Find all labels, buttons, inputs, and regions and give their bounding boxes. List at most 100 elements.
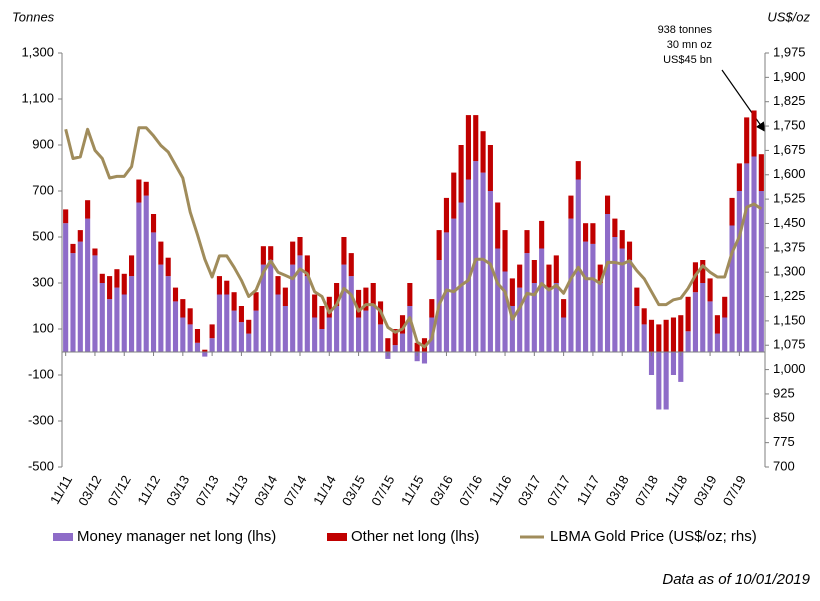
y2-tick-label: 700: [773, 458, 795, 473]
legend-label: Money manager net long (lhs): [77, 528, 276, 545]
bar: [429, 299, 435, 318]
y2-tick-label: 1,825: [773, 93, 806, 108]
bar: [319, 329, 325, 352]
footnote: Data as of 10/01/2019: [662, 571, 810, 588]
bar: [736, 163, 742, 191]
bar: [312, 317, 318, 352]
y2-tick-label: 1,300: [773, 264, 806, 279]
bar: [172, 301, 179, 352]
y-tick-label: 900: [32, 136, 54, 151]
bar: [465, 179, 471, 352]
bar: [172, 287, 179, 302]
bar: [99, 273, 105, 283]
bar: [224, 294, 230, 352]
bar: [443, 197, 450, 233]
bar: [187, 308, 193, 325]
x-tick-label: 03/13: [163, 473, 192, 509]
bar: [231, 292, 237, 311]
bar: [678, 315, 684, 352]
bar: [612, 218, 618, 237]
bar: [107, 299, 113, 352]
bar: [238, 306, 244, 323]
bar: [414, 352, 420, 362]
bar: [670, 317, 677, 352]
bar: [363, 287, 369, 311]
bar: [487, 191, 493, 352]
bar: [634, 306, 640, 352]
x-tick-label: 07/14: [280, 473, 309, 509]
bar: [370, 306, 376, 352]
bar: [648, 319, 655, 352]
bar: [517, 287, 523, 352]
annotation-arrow: [721, 69, 766, 132]
bar: [722, 296, 728, 318]
bar: [392, 345, 398, 352]
bar: [121, 294, 127, 352]
bar: [85, 200, 91, 219]
bar: [194, 329, 201, 343]
bar: [509, 278, 515, 306]
bar: [692, 292, 698, 352]
bar: [304, 255, 310, 277]
bar: [304, 276, 310, 352]
bar: [136, 179, 142, 203]
y-tick-label: -300: [28, 412, 54, 427]
bar: [465, 115, 471, 180]
bar: [612, 237, 618, 352]
y-tick-label: 1,100: [21, 90, 54, 105]
bar: [268, 246, 274, 260]
bar: [165, 276, 171, 352]
x-tick-label: 11/13: [222, 473, 251, 508]
bar: [707, 301, 713, 352]
x-tick-label: 03/12: [75, 473, 104, 509]
bar: [209, 324, 215, 339]
bar: [297, 237, 303, 256]
bar: [451, 172, 457, 219]
bar: [597, 264, 603, 283]
y-axis-title: Tonnes: [12, 9, 55, 24]
bar: [63, 209, 69, 224]
x-tick-label: 07/17: [544, 473, 573, 509]
bar: [509, 306, 515, 352]
bar: [246, 333, 252, 352]
bar: [180, 299, 186, 318]
x-tick-label: 03/16: [427, 473, 456, 509]
bar: [348, 276, 354, 352]
legend-swatch: [327, 533, 347, 541]
bar: [751, 156, 757, 352]
bar: [590, 243, 596, 352]
bar: [487, 145, 493, 191]
bar: [312, 294, 318, 318]
bar: [531, 283, 537, 352]
price-line: [64, 126, 763, 349]
bar: [473, 161, 479, 352]
bar: [143, 195, 149, 352]
bar: [165, 257, 171, 277]
y-tick-label: 500: [32, 228, 54, 243]
bar: [568, 195, 574, 219]
bar: [678, 352, 684, 382]
bar: [92, 248, 98, 256]
x-tick-label: 07/19: [720, 473, 749, 509]
bar: [561, 317, 567, 352]
y2-tick-label: 1,450: [773, 215, 806, 230]
x-tick-label: 03/15: [339, 473, 368, 509]
x-tick-label: 07/16: [456, 473, 485, 509]
bar: [517, 264, 523, 288]
bar: [604, 195, 611, 214]
bar: [129, 276, 135, 352]
bar: [290, 264, 296, 352]
bar: [758, 191, 764, 352]
bar: [70, 253, 76, 352]
bar: [421, 352, 428, 364]
bar: [297, 255, 303, 352]
x-tick-label: 11/18: [662, 473, 691, 508]
y2-tick-label: 1,150: [773, 312, 806, 327]
y-tick-label: 1,300: [21, 44, 54, 59]
bar: [539, 248, 545, 352]
x-tick-label: 11/16: [486, 473, 515, 508]
bar: [150, 214, 157, 233]
bar: [458, 202, 464, 352]
bar: [150, 232, 157, 352]
x-tick-label: 11/12: [134, 473, 163, 508]
